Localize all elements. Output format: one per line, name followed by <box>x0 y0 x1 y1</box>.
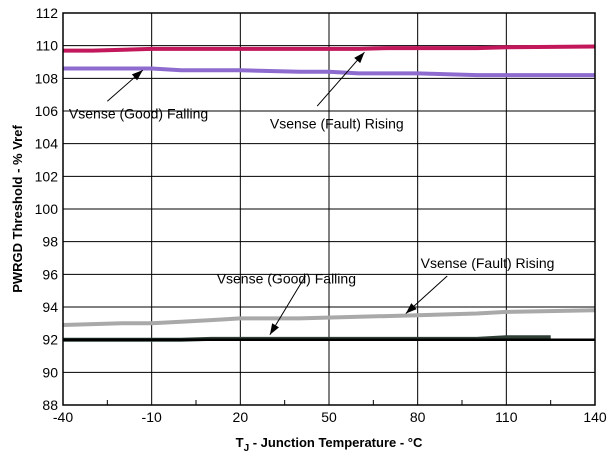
series-line-1 <box>63 44 596 53</box>
x-tick-label: 140 <box>583 409 607 425</box>
x-axis-label-subscript: J <box>244 443 250 454</box>
annotation-label-2: Vsense (Fault) Rising <box>270 115 404 131</box>
x-axis-label-main: T <box>236 435 244 450</box>
series-lines <box>62 44 596 342</box>
annotation-label-3: Vsense (Good) Falling <box>217 270 356 286</box>
x-axis-label: TJ - Junction Temperature - °C <box>236 435 423 454</box>
y-tick-label: 90 <box>42 364 58 380</box>
annotation-arrow-2 <box>316 51 365 107</box>
y-tick-label: 96 <box>42 266 58 282</box>
y-tick-label: 110 <box>36 38 59 54</box>
x-tick-labels: -40 -10 20 50 80 110 140 <box>53 409 607 425</box>
y-tick-label: 100 <box>35 201 59 217</box>
annotations: Vsense (Good) Falling Vsense (Fault) Risi… <box>69 51 555 336</box>
x-tick-label: 80 <box>410 409 426 425</box>
y-tick-label: 92 <box>42 332 58 348</box>
annotation-arrowhead-2 <box>354 52 365 64</box>
annotation-arrow-3 <box>269 275 306 336</box>
plot-frame <box>62 12 596 406</box>
y-tick-label: 112 <box>36 5 59 21</box>
annotation-arrowhead-4 <box>405 303 417 314</box>
x-tick-label: 20 <box>233 409 249 425</box>
y-tick-labels: 88 90 92 94 96 98 100 102 104 106 108 110 112 <box>35 5 59 413</box>
series-line-3 <box>62 308 596 327</box>
y-tick-label: 102 <box>35 168 59 184</box>
y-axis-label: PWRGD Threshold - % Vref <box>10 125 25 293</box>
y-tick-label: 94 <box>42 299 58 315</box>
series-line-2 <box>63 66 595 78</box>
y-tick-label: 88 <box>42 397 58 413</box>
annotation-arrowhead-3 <box>269 323 279 335</box>
y-tick-label: 98 <box>42 234 58 250</box>
y-tick-label: 104 <box>35 136 59 152</box>
x-tick-label: 110 <box>495 409 518 425</box>
x-axis-label-rest: - Junction Temperature - °C <box>249 435 423 450</box>
y-tick-label: 108 <box>35 70 59 86</box>
y-tick-label: 106 <box>35 103 59 119</box>
x-tick-label: -40 <box>53 409 73 425</box>
x-tick-label: 50 <box>321 409 337 425</box>
annotation-arrowhead-1 <box>131 70 143 81</box>
x-tick-label: -10 <box>142 409 162 425</box>
annotation-label-1: Vsense (Good) Falling <box>69 105 208 121</box>
annotation-label-4: Vsense (Fault) Rising <box>421 255 555 271</box>
